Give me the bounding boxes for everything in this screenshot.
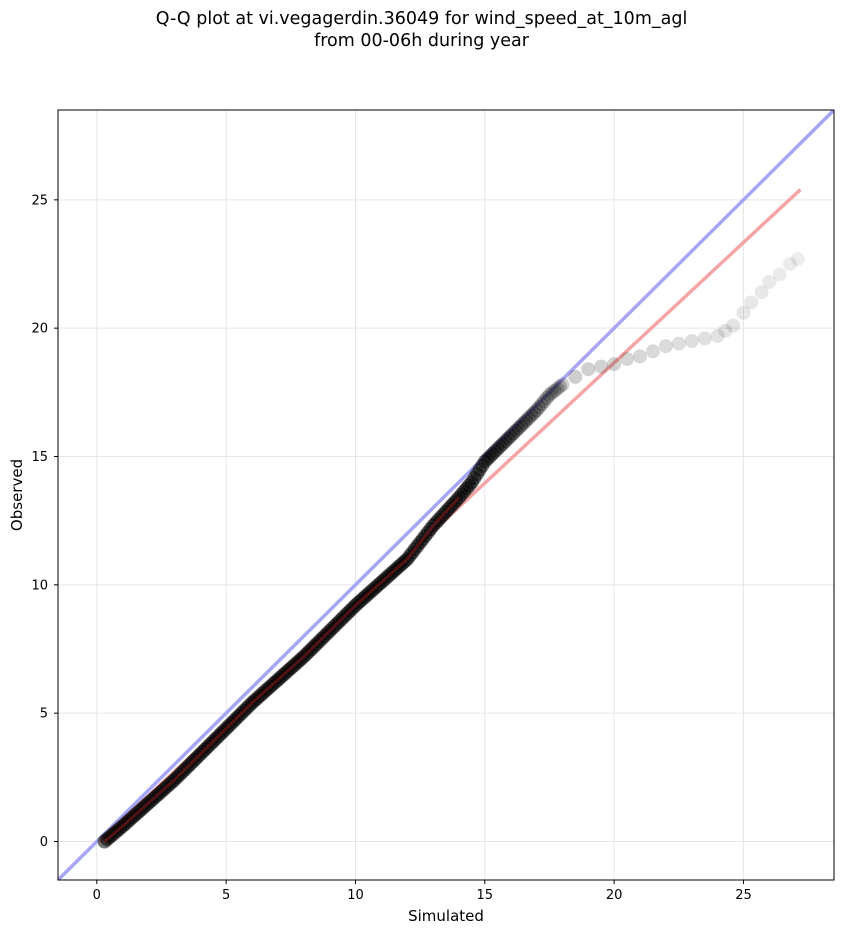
identity-line [58, 110, 834, 880]
points-overlay [103, 496, 461, 843]
data-point [645, 344, 660, 359]
data-point [537, 394, 552, 409]
data-point [545, 385, 560, 400]
data-point [542, 387, 557, 402]
data-point [490, 441, 505, 456]
data-point [493, 439, 508, 454]
data-point [736, 305, 751, 320]
x-tick-label: 15 [477, 888, 494, 903]
data-point [498, 434, 513, 449]
data-point [534, 397, 549, 412]
data-points [97, 251, 805, 849]
x-tick-label: 0 [93, 888, 101, 903]
data-point [555, 377, 570, 392]
x-tick-label: 25 [735, 888, 752, 903]
data-point [658, 339, 673, 354]
y-tick-label: 15 [31, 450, 48, 465]
data-point [477, 454, 492, 469]
data-point [697, 331, 712, 346]
data-point [539, 390, 554, 405]
x-tick-label: 10 [347, 888, 364, 903]
chart-title-line-2: from 00-06h during year [314, 31, 529, 51]
data-point [581, 362, 596, 377]
y-tick-label: 0 [40, 835, 48, 850]
data-point [633, 349, 647, 364]
data-point [506, 426, 521, 441]
data-point [607, 357, 622, 372]
fit-overlay-line [103, 496, 461, 843]
y-tick-label: 10 [31, 578, 48, 593]
data-point [526, 405, 541, 420]
data-point [480, 452, 495, 467]
grid [58, 110, 834, 880]
data-point [710, 328, 725, 343]
axis-ticks: 0 5 10 15 20 25 0 5 10 15 20 25 [31, 193, 751, 903]
chart-title-line-1: Q-Q plot at vi.vegagerdin.36049 for wind… [155, 9, 688, 29]
data-point [547, 383, 562, 398]
data-point [772, 267, 787, 282]
x-tick-label: 20 [606, 888, 623, 903]
data-point [568, 369, 583, 384]
axes-frame [57, 109, 835, 881]
data-point [550, 381, 565, 396]
data-point [519, 413, 534, 428]
data-point [532, 400, 547, 415]
chart-title: Q-Q plot at vi.vegagerdin.36049 for wind… [0, 8, 843, 52]
data-point [671, 336, 686, 351]
data-point [501, 431, 516, 446]
data-point [511, 421, 526, 436]
data-point [594, 359, 609, 374]
data-point [726, 318, 741, 333]
data-point [514, 418, 529, 433]
data-point [524, 408, 539, 423]
data-point [684, 334, 699, 348]
y-tick-label: 20 [31, 322, 48, 337]
data-point [783, 257, 798, 271]
data-point [508, 423, 523, 438]
x-axis-label: Simulated [408, 907, 484, 925]
data-point [521, 411, 536, 425]
data-point [620, 351, 635, 366]
y-axis-label: Observed [8, 459, 26, 531]
data-point [495, 436, 510, 451]
data-point [718, 323, 733, 338]
data-point [482, 449, 497, 464]
y-tick-label: 5 [40, 707, 48, 722]
data-point [485, 446, 500, 461]
data-point [516, 416, 531, 431]
data-point [754, 285, 769, 300]
data-point [503, 428, 518, 443]
data-point [762, 274, 777, 289]
data-point [488, 444, 503, 459]
y-tick-label: 25 [31, 193, 48, 208]
x-tick-label: 5 [222, 888, 230, 903]
reference-lines [58, 110, 834, 880]
data-point [744, 295, 759, 310]
data-point [552, 379, 567, 394]
data-point [790, 251, 805, 266]
data-point [529, 403, 544, 418]
